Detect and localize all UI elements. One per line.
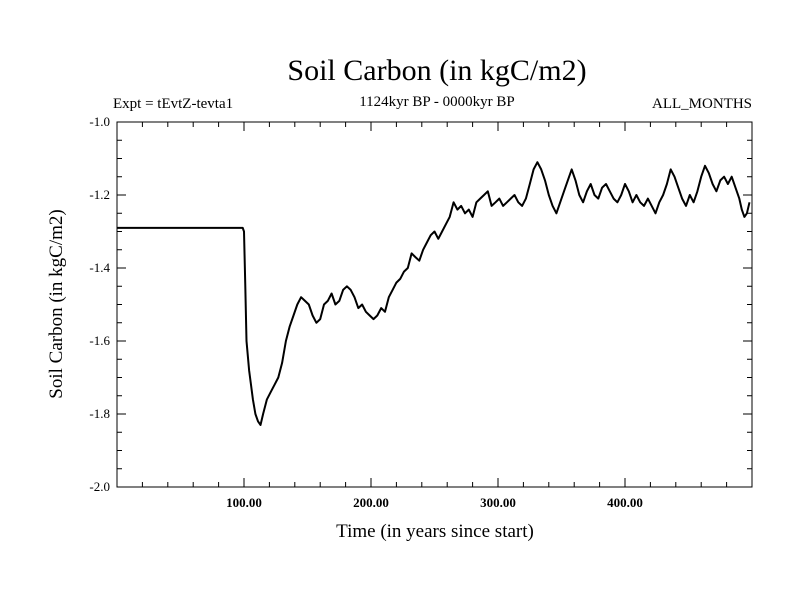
y-tick-label: -2.0 [89, 479, 110, 494]
y-tick-label: -1.8 [89, 406, 110, 421]
x-tick-label: 400.00 [607, 495, 643, 510]
y-tick-label: -1.6 [89, 333, 110, 348]
chart-title: Soil Carbon (in kgC/m2) [287, 54, 586, 87]
tick-labels: 100.00 200.00 300.00 400.00 -1.0 -1.2 -1.4 -1.6… [89, 114, 642, 510]
x-tick-label: 300.00 [480, 495, 516, 510]
plot-area-frame [116, 121, 753, 488]
series-line-soil-carbon [117, 161, 751, 426]
tick-marks [117, 121, 752, 488]
experiment-label: Expt = tEvtZ-tevta1 [113, 96, 233, 112]
months-label: ALL_MONTHS [652, 96, 752, 112]
y-tick-label: -1.2 [89, 187, 110, 202]
period-label: 1124kyr BP - 0000kyr BP [359, 94, 515, 110]
y-tick-label: -1.0 [89, 114, 110, 129]
x-axis-label: Time (in years since start) [336, 521, 534, 542]
y-axis-label: Soil Carbon (in kgC/m2) [46, 209, 67, 398]
x-tick-label: 100.00 [226, 495, 262, 510]
y-tick-label: -1.4 [89, 260, 110, 275]
x-tick-label: 200.00 [353, 495, 389, 510]
